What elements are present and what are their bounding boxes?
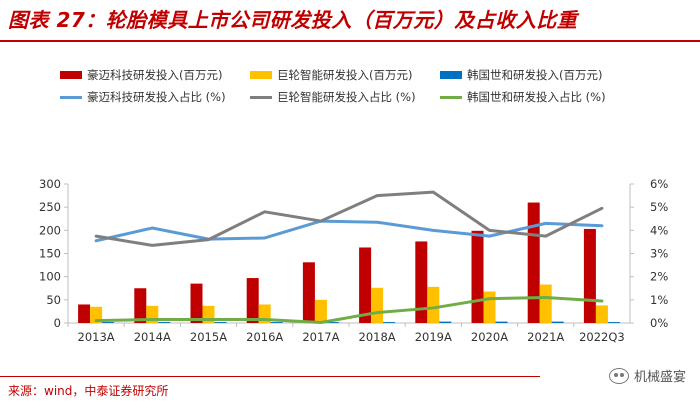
- legend-label: 韩国世和研发投入占比 (%): [467, 90, 606, 104]
- y-left-tick-label: 0: [54, 316, 61, 330]
- x-tick-label: 2018A: [359, 330, 396, 344]
- bar: [427, 286, 440, 323]
- x-tick-label: 2021A: [527, 330, 564, 344]
- bar: [246, 278, 259, 323]
- series-line: [94, 296, 604, 325]
- wechat-icon: [608, 367, 629, 384]
- legend-label: 豪迈科技研发投入占比 (%): [87, 90, 226, 104]
- legend-label: 韩国世和研发投入(百万元): [467, 68, 603, 82]
- y-right-tick-label: 4%: [650, 223, 668, 237]
- title-divider: [0, 40, 700, 42]
- legend-swatch: [440, 95, 462, 99]
- bar: [527, 202, 540, 323]
- bar: [190, 283, 203, 323]
- bar: [607, 322, 620, 323]
- y-left-tick-label: 300: [39, 177, 61, 191]
- legend-row-lines: 豪迈科技研发投入占比 (%) 巨轮智能研发投入占比 (%) 韩国世和研发投入占比…: [60, 86, 660, 108]
- legend-label: 巨轮智能研发投入占比 (%): [277, 90, 416, 104]
- bar: [158, 322, 171, 323]
- bar: [359, 247, 372, 323]
- x-tick-label: 2019A: [415, 330, 452, 344]
- bar: [415, 241, 428, 323]
- x-tick-label: 2015A: [190, 330, 227, 344]
- bar: [270, 322, 283, 323]
- series-line: [94, 190, 604, 247]
- source-note: 来源：wind，中泰证券研究所: [8, 384, 169, 398]
- legend-swatch: [60, 71, 82, 79]
- x-tick-label: 2022Q3: [579, 330, 625, 344]
- bar: [483, 291, 496, 323]
- bar: [495, 321, 508, 323]
- bar: [595, 305, 608, 323]
- y-right-tick-label: 6%: [650, 177, 668, 191]
- chart-title: 图表 27：轮胎模具上市公司研发投入（百万元）及占收入比重: [8, 8, 578, 32]
- footer-divider: [0, 376, 540, 377]
- legend-item-julun-bar: 巨轮智能研发投入(百万元): [250, 67, 440, 83]
- legend-swatch: [440, 71, 462, 79]
- legend-item-sehwa-line: 韩国世和研发投入占比 (%): [440, 89, 606, 105]
- legend-swatch: [250, 71, 272, 79]
- legend-item-haomai-line: 豪迈科技研发投入占比 (%): [60, 89, 250, 105]
- y-left-tick-label: 200: [39, 223, 61, 237]
- y-right-tick-label: 5%: [650, 200, 668, 214]
- y-left-tick-label: 150: [39, 247, 61, 261]
- legend-item-sehwa-bar: 韩国世和研发投入(百万元): [440, 67, 602, 83]
- y-right-tick-label: 1%: [650, 293, 668, 307]
- bar: [471, 230, 484, 323]
- x-tick-label: 2014A: [134, 330, 171, 344]
- legend-item-julun-line: 巨轮智能研发投入占比 (%): [250, 89, 440, 105]
- x-tick-label: 2013A: [78, 330, 115, 344]
- bar: [214, 322, 227, 323]
- series-line: [94, 219, 604, 243]
- legend-swatch: [250, 95, 272, 99]
- y-left-tick-label: 250: [39, 200, 61, 214]
- bar: [134, 288, 147, 323]
- y-right-tick-label: 3%: [650, 247, 668, 261]
- bar: [102, 322, 115, 323]
- bar: [539, 284, 552, 323]
- bar: [302, 262, 315, 323]
- x-tick-label: 2016A: [246, 330, 283, 344]
- bar: [551, 321, 564, 323]
- bar: [439, 321, 452, 323]
- x-tick-label: 2020A: [471, 330, 508, 344]
- legend-label: 巨轮智能研发投入(百万元): [277, 68, 413, 82]
- legend-label: 豪迈科技研发投入(百万元): [87, 68, 223, 82]
- watermark: 机械盛宴: [608, 366, 686, 385]
- y-right-tick-label: 2%: [650, 270, 668, 284]
- watermark-text: 机械盛宴: [633, 370, 686, 385]
- y-left-tick-label: 50: [46, 293, 61, 307]
- bar: [90, 306, 103, 323]
- legend-swatch: [60, 95, 82, 99]
- bar: [314, 299, 327, 323]
- y-left-tick-label: 100: [39, 270, 61, 284]
- legend-row-bars: 豪迈科技研发投入(百万元) 巨轮智能研发投入(百万元) 韩国世和研发投入(百万元…: [60, 64, 660, 86]
- x-tick-label: 2017A: [302, 330, 339, 344]
- bar: [326, 322, 339, 323]
- legend: 豪迈科技研发投入(百万元) 巨轮智能研发投入(百万元) 韩国世和研发投入(百万元…: [60, 64, 660, 108]
- y-right-tick-label: 0%: [650, 316, 668, 330]
- bar: [371, 287, 384, 323]
- bar: [383, 322, 396, 323]
- bar: [583, 228, 596, 323]
- legend-item-haomai-bar: 豪迈科技研发投入(百万元): [60, 67, 250, 83]
- bar: [78, 304, 91, 323]
